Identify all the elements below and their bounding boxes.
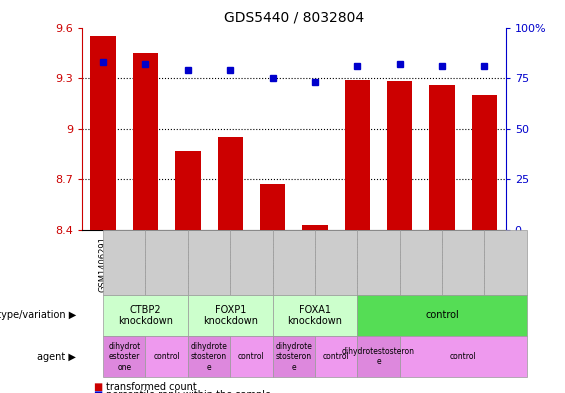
Text: dihydrote
stosteron
e: dihydrote stosteron e: [275, 342, 312, 371]
Text: dihydrotestosteron
e: dihydrotestosteron e: [342, 347, 415, 366]
Text: dihydrote
stosteron
e: dihydrote stosteron e: [190, 342, 228, 371]
Text: FOXA1
knockdown: FOXA1 knockdown: [288, 305, 342, 326]
Text: genotype/variation ▶: genotype/variation ▶: [0, 310, 76, 320]
Bar: [218, 137, 243, 230]
Bar: [387, 81, 412, 230]
Bar: [472, 95, 497, 230]
Title: GDS5440 / 8032804: GDS5440 / 8032804: [224, 11, 364, 25]
Bar: [90, 36, 116, 230]
Text: CTBP2
knockdown: CTBP2 knockdown: [118, 305, 173, 326]
Bar: [175, 151, 201, 230]
Text: control: control: [425, 310, 459, 320]
Text: control: control: [450, 352, 477, 361]
Text: transformed count: transformed count: [106, 382, 197, 392]
Text: control: control: [238, 352, 265, 361]
Bar: [429, 85, 455, 230]
Bar: [133, 53, 158, 230]
Bar: [302, 225, 328, 230]
Text: percentile rank within the sample: percentile rank within the sample: [106, 390, 271, 393]
Text: dihydrot
estoster
one: dihydrot estoster one: [108, 342, 141, 371]
Bar: [345, 80, 370, 230]
Bar: [260, 184, 285, 230]
Text: FOXP1
knockdown: FOXP1 knockdown: [203, 305, 258, 326]
Text: control: control: [323, 352, 350, 361]
Text: control: control: [153, 352, 180, 361]
Text: ■: ■: [93, 390, 102, 393]
Text: agent ▶: agent ▶: [37, 352, 76, 362]
Text: ■: ■: [93, 382, 102, 392]
